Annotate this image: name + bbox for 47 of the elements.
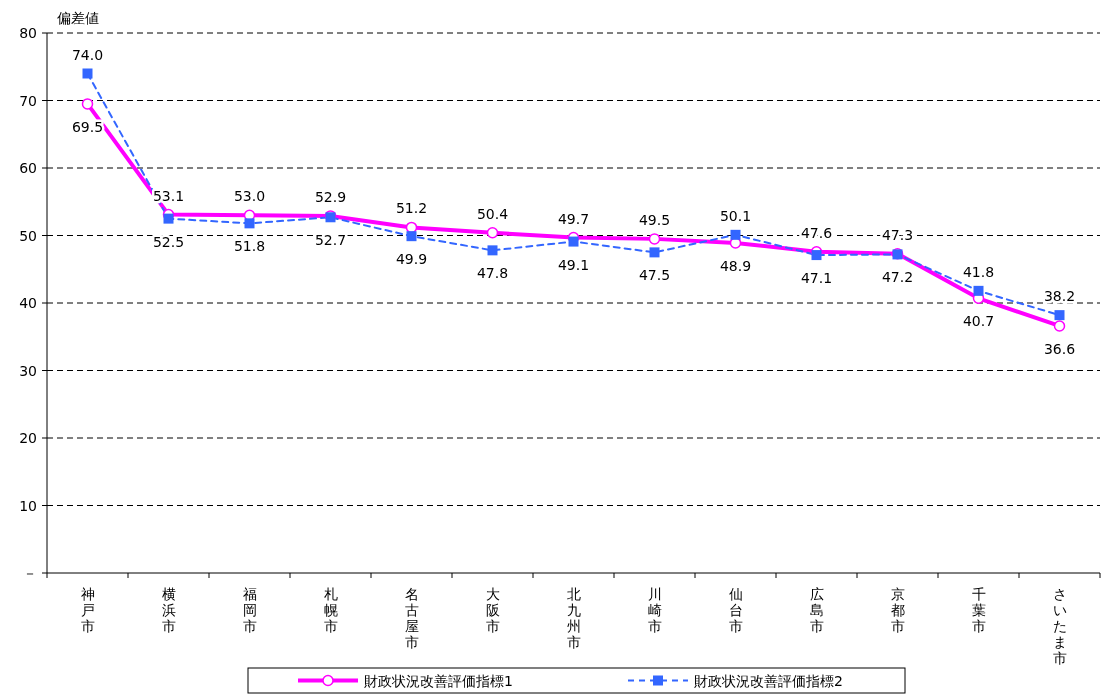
legend-label: 財政状況改善評価指標1 — [364, 672, 513, 689]
x-tick-label: 京都市 — [890, 586, 905, 634]
data-label: 47.1 — [800, 270, 833, 287]
data-label: 38.2 — [1043, 288, 1076, 305]
data-label: 47.5 — [638, 267, 671, 284]
y-tick-label: 30 — [19, 362, 37, 379]
x-tick-label: 川崎市 — [647, 586, 662, 634]
data-label: 50.4 — [476, 205, 509, 222]
y-tick-label: 40 — [19, 295, 37, 311]
data-label: 36.6 — [1043, 340, 1076, 357]
x-tick-label: 北九州市 — [566, 586, 581, 650]
x-tick-label: 福岡市 — [242, 586, 257, 634]
data-label: 74.0 — [71, 46, 104, 63]
data-label: 52.9 — [314, 188, 347, 205]
data-label: 53.0 — [233, 188, 266, 205]
data-label: 40.7 — [962, 313, 995, 330]
data-label: 52.5 — [152, 233, 185, 250]
data-label: 41.8 — [962, 263, 995, 280]
x-tick-label: 大阪市 — [485, 586, 500, 634]
y-tick-label: － — [23, 565, 37, 581]
y-tick-label: 20 — [19, 430, 37, 446]
data-label: 48.9 — [719, 257, 752, 274]
y-axis-title: 偏差値 — [57, 10, 99, 26]
data-label: 49.5 — [638, 211, 671, 228]
x-tick-label: 仙台市 — [728, 586, 743, 634]
x-tick-label: 神戸市 — [80, 586, 95, 634]
data-label: 49.9 — [395, 251, 428, 268]
y-tick-label: 10 — [19, 497, 37, 514]
x-tick-label: 名古屋市 — [404, 586, 419, 650]
data-label: 49.7 — [557, 210, 590, 227]
x-tick-label: 横浜市 — [161, 586, 176, 634]
x-tick-label: さいたま市 — [1052, 586, 1067, 666]
x-tick-label: 千葉市 — [971, 586, 986, 634]
data-label: 51.8 — [233, 238, 266, 255]
x-tick-label: 広島市 — [809, 586, 824, 634]
data-label: 51.2 — [395, 200, 428, 217]
data-label: 47.2 — [881, 269, 914, 286]
y-tick-label: 80 — [19, 25, 37, 41]
data-label: 49.1 — [557, 256, 590, 273]
x-tick-label: 札幌市 — [323, 586, 338, 634]
y-tick-label: 50 — [19, 227, 37, 244]
y-tick-label: 60 — [19, 160, 37, 176]
legend-label: 財政状況改善評価指標2 — [694, 672, 843, 689]
data-label: 47.8 — [476, 265, 509, 282]
data-label: 50.1 — [719, 207, 752, 224]
data-label: 69.5 — [71, 118, 104, 135]
y-tick-label: 70 — [19, 92, 37, 109]
